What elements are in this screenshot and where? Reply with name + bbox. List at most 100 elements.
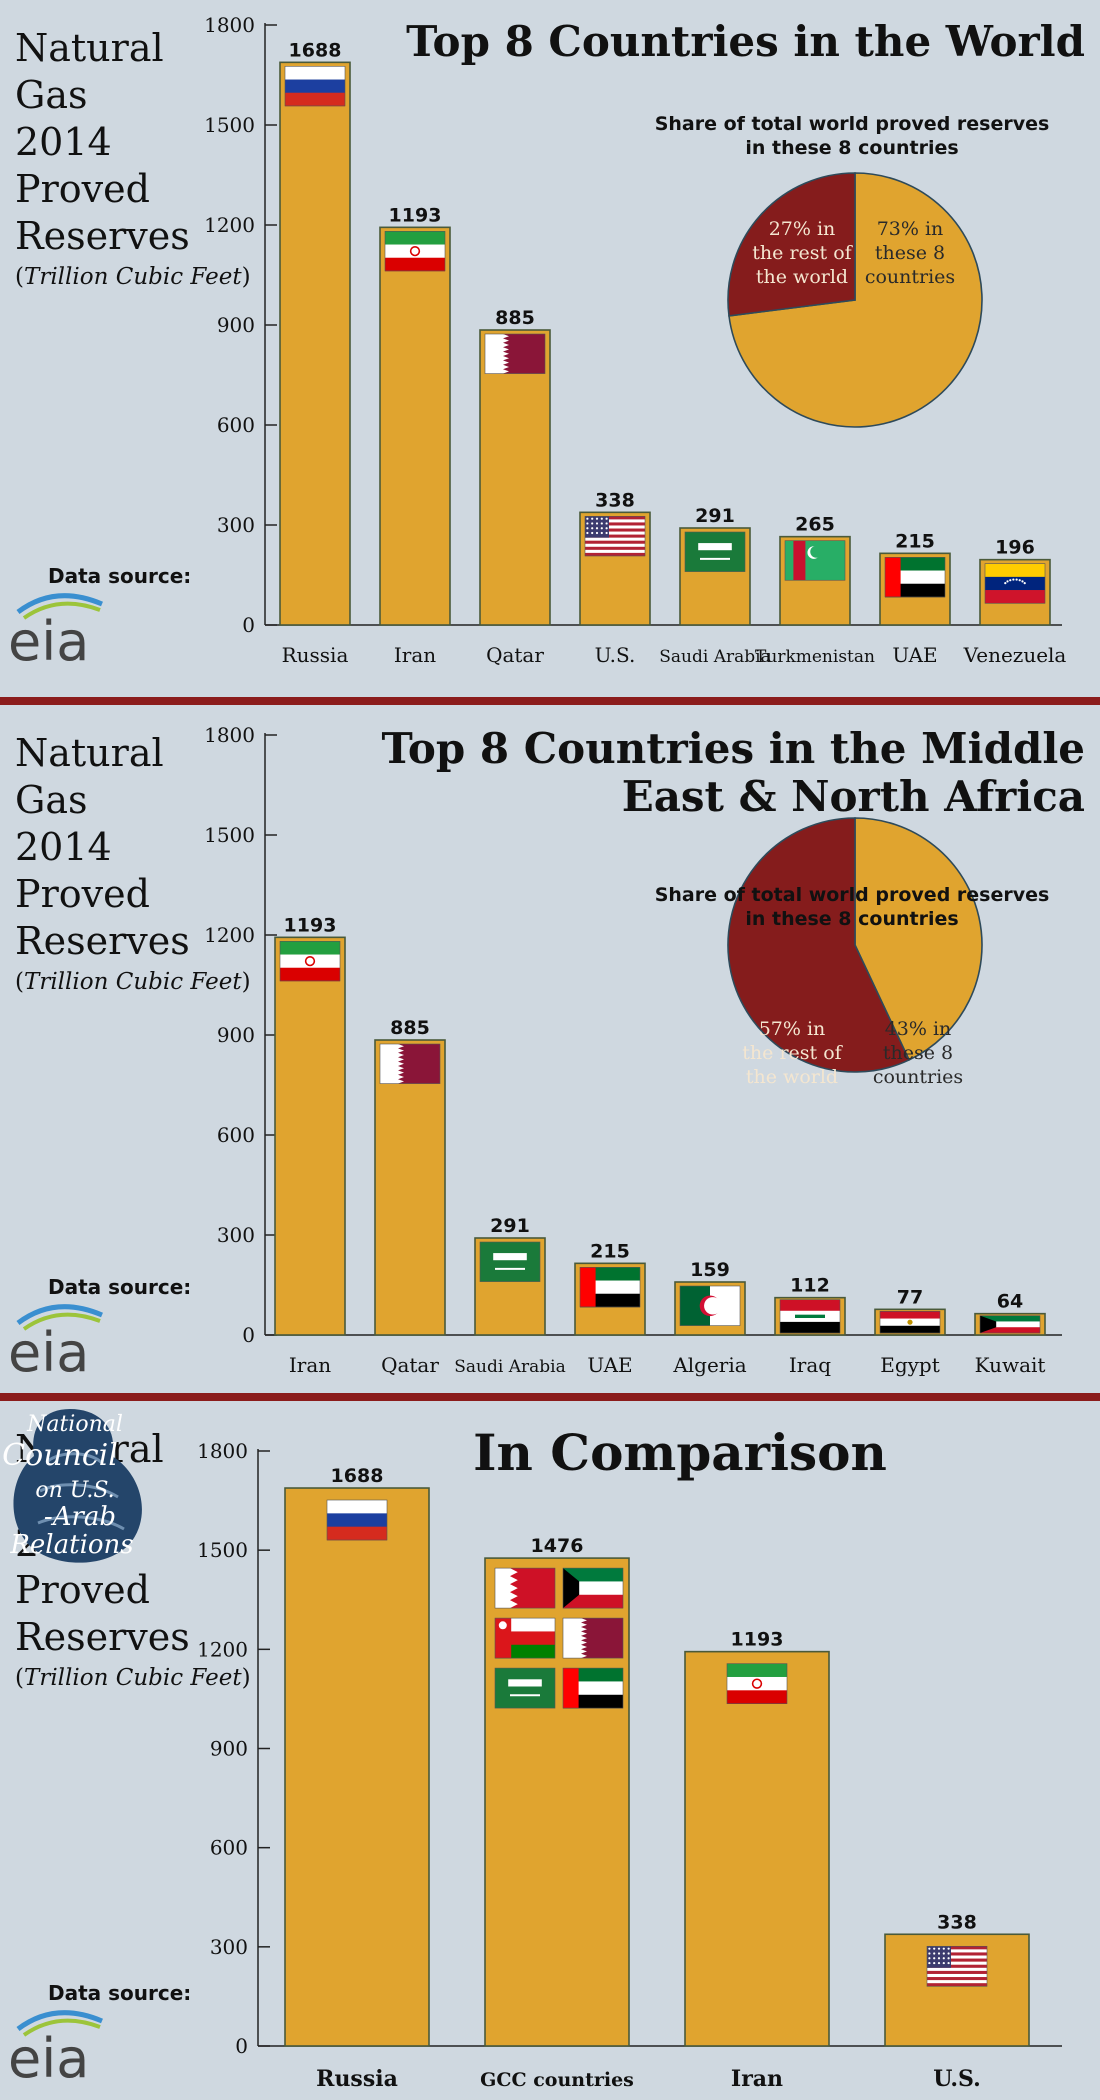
side-title: Natural Gas 2014 Proved Reserves (Trilli… [15, 730, 251, 997]
bar-value-label: 215 [590, 1240, 630, 1262]
qatar-flag-icon [562, 1617, 624, 1659]
eia-logo-icon: eia [8, 2010, 103, 2079]
uae-flag-icon [562, 1667, 624, 1709]
x-tick-label: Russia [282, 643, 349, 667]
y-tick-label: 1500 [197, 1538, 248, 1562]
pie-caption: Share of total world proved reserves in … [654, 113, 1050, 159]
y-tick-label: 600 [217, 1123, 255, 1147]
x-tick-label: Iran [289, 1353, 331, 1377]
bar [284, 1487, 430, 2047]
x-tick-label: U.S. [933, 2066, 981, 2092]
y-tick-label: 1500 [204, 113, 255, 137]
x-tick-label: UAE [892, 643, 937, 667]
y-tick-label: 1800 [197, 1439, 248, 1463]
algeria-flag-icon [679, 1285, 741, 1326]
russia-flag-icon [284, 66, 346, 107]
kuwait-flag-icon [562, 1567, 624, 1609]
svg-text:eia: eia [8, 2027, 89, 2079]
side-title-line: Gas [15, 778, 88, 822]
chart-title: Top 8 Countries in the World [406, 17, 1085, 66]
eia-logo-icon: eia [8, 593, 103, 662]
y-tick-label: 900 [217, 1023, 255, 1047]
y-tick-label: 1500 [204, 823, 255, 847]
pie-slice-label: 43% in these 8 countries [873, 1018, 963, 1088]
panel-comparison: 0 300 600 900 1200 1500 1800 1688 Russia 1476 GCC … [0, 1401, 1100, 2100]
divider [0, 697, 1100, 705]
bar-value-label: 338 [937, 1911, 977, 1933]
x-tick-label: Iran [394, 643, 436, 667]
x-tick-label: UAE [587, 1353, 632, 1377]
side-title-line: 2014 [15, 120, 112, 164]
ncusar-logo-word: National [26, 1412, 123, 1437]
side-title-line: 2014 [15, 825, 112, 869]
y-tick-label: 0 [235, 2034, 248, 2058]
side-title-line: Proved [15, 1568, 150, 1612]
y-tick-label: 1200 [204, 923, 255, 947]
y-tick-label: 300 [217, 513, 255, 537]
x-tick-label: Iraq [789, 1353, 831, 1377]
y-tick-label: 0 [242, 613, 255, 637]
y-tick-label: 300 [217, 1223, 255, 1247]
bar-value-label: 1193 [731, 1629, 784, 1651]
x-tick-label: Algeria [672, 1353, 746, 1377]
chart-mena: 0 300 600 900 1200 1500 1800 1193 Iran 885 Qatar 29… [204, 723, 1062, 1377]
pie-caption: Share of total world proved reserves in … [654, 884, 1050, 930]
y-tick-label: 300 [210, 1935, 248, 1959]
svg-text:eia: eia [8, 1321, 89, 1373]
pie-slice-label: 57% in the rest of the world [742, 1018, 843, 1088]
x-tick-label: Turkmenistan [755, 647, 875, 667]
x-tick-label: GCC countries [480, 2069, 634, 2091]
divider [0, 1393, 1100, 1401]
saudi-flag-icon [479, 1241, 541, 1282]
panel-mena: 0 300 600 900 1200 1500 1800 1193 Iran 885 Qatar 29… [0, 705, 1100, 1395]
bar-value-label: 338 [595, 489, 635, 511]
bar [279, 61, 351, 626]
y-tick-label: 900 [217, 313, 255, 337]
side-title-line: Natural [15, 26, 164, 70]
y-tick-label: 0 [242, 1323, 255, 1347]
bar [379, 226, 451, 626]
ncusar-logo-word: Council [2, 1438, 118, 1473]
unit-text: Trillion Cubic Feet [23, 1665, 242, 1691]
bar-value-label: 1193 [389, 204, 442, 226]
y-tick-label: 1800 [204, 13, 255, 37]
ncusar-logo-word: on U.S. [35, 1478, 114, 1503]
kuwait-flag-icon [979, 1315, 1041, 1334]
iran-flag-icon [726, 1663, 788, 1704]
y-tick-label: 600 [217, 413, 255, 437]
ncusar-logo-icon: National Council on U.S. -Arab Relations [2, 1409, 142, 1563]
bar [274, 936, 346, 1336]
bar-value-label: 159 [690, 1259, 730, 1281]
y-tick-label: 600 [210, 1836, 248, 1860]
unit-label: (Trillion Cubic Feet) [15, 264, 251, 290]
iraq-flag-icon [779, 1299, 841, 1334]
unit-label: (Trillion Cubic Feet) [15, 1665, 251, 1691]
data-source-label: Data source: [48, 1275, 192, 1299]
x-tick-label: Qatar [381, 1353, 439, 1377]
usa-flag-icon [584, 516, 646, 557]
side-title-line: Reserves [15, 1615, 190, 1659]
side-title-line: Reserves [15, 214, 190, 258]
turkmenistan-flag-icon [784, 540, 846, 581]
pie-slice-label: 27% in the rest of the world [752, 218, 853, 288]
data-source-label: Data source: [48, 1981, 192, 2005]
bar-value-label: 1476 [531, 1535, 584, 1557]
chart-title: Top 8 Countries in the Middle East & Nor… [381, 724, 1085, 821]
x-tick-label: Venezuela [963, 643, 1067, 667]
x-tick-label: U.S. [595, 643, 636, 667]
bar-value-label: 1688 [289, 39, 342, 61]
venezuela-flag-icon [984, 563, 1046, 604]
data-source-label: Data source: [48, 564, 192, 588]
ncusar-logo-word: Relations [9, 1530, 133, 1560]
bar [479, 329, 551, 626]
unit-label: (Trillion Cubic Feet) [15, 969, 251, 995]
x-tick-label: Russia [316, 2066, 398, 2092]
bar-value-label: 1688 [331, 1465, 384, 1487]
saudi-flag-icon [494, 1667, 556, 1709]
x-tick-label: Egypt [880, 1353, 940, 1377]
qatar-flag-icon [379, 1043, 441, 1084]
svg-text:eia: eia [8, 610, 89, 662]
russia-flag-icon [326, 1499, 388, 1541]
pie-slice-label: 73% in these 8 countries [865, 218, 955, 288]
iran-flag-icon [279, 941, 341, 982]
